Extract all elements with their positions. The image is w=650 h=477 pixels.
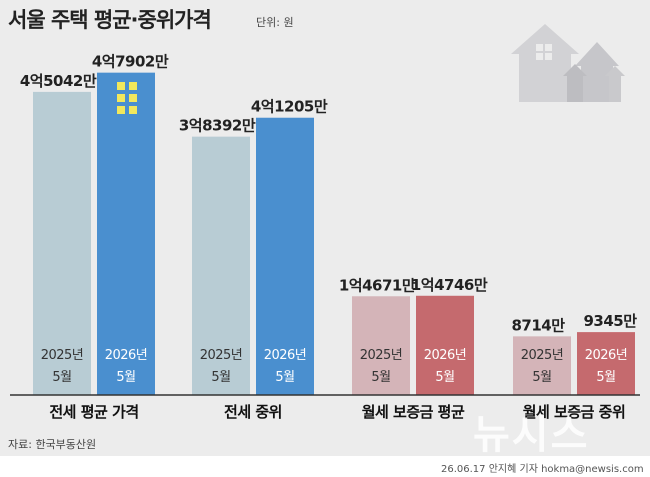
newsis-watermark: 뉴시스 (473, 412, 590, 458)
period-month-label: 5월 (532, 370, 551, 385)
value-label: 3억8392만 (179, 117, 256, 135)
period-year-label: 2026년 (424, 348, 467, 363)
bar-2-1 (192, 136, 250, 395)
window-square (129, 106, 137, 114)
value-label: 1억4746만 (411, 276, 488, 294)
category-label: 월세 보증금 평균 (362, 403, 465, 421)
footer-band (0, 456, 650, 477)
period-month-label: 5월 (596, 370, 615, 385)
category-label: 전세 평균 가격 (49, 403, 138, 421)
period-month-label: 5월 (116, 370, 135, 385)
period-year-label: 2026년 (585, 348, 628, 363)
bar-1-2 (97, 72, 155, 396)
value-label: 4억1205만 (251, 98, 328, 116)
byline: 26.06.17 안지혜 기자 hokma@newsis.com (441, 464, 644, 475)
value-label: 8714만 (511, 316, 565, 334)
source-note: 자료: 한국부동산원 (8, 438, 97, 451)
period-month-label: 5월 (52, 370, 71, 385)
bar-2-2 (256, 117, 314, 396)
period-year-label: 2025년 (360, 348, 403, 363)
bar-4-1 (513, 336, 571, 395)
window-square (117, 94, 125, 102)
period-year-label: 2026년 (264, 348, 307, 363)
bar-4-2 (577, 332, 635, 395)
category-label: 월세 보증금 중위 (523, 403, 626, 421)
bar-1-1 (33, 91, 91, 395)
value-label: 4억5042만 (20, 72, 97, 90)
window-square (129, 94, 137, 102)
category-label: 전세 중위 (224, 403, 282, 421)
unit-label: 단위: 원 (256, 16, 294, 29)
window-square (117, 106, 125, 114)
period-month-label: 5월 (211, 370, 230, 385)
period-month-label: 5월 (435, 370, 454, 385)
houses-icon (511, 24, 625, 102)
period-month-label: 5월 (275, 370, 294, 385)
bar-3-1 (352, 296, 410, 395)
chart-title: 서울 주택 평균·중위가격 (8, 8, 212, 32)
value-label: 9345만 (583, 312, 637, 330)
period-year-label: 2025년 (41, 348, 84, 363)
window-square (117, 82, 125, 90)
period-year-label: 2025년 (521, 348, 564, 363)
period-month-label: 5월 (371, 370, 390, 385)
window-square (129, 82, 137, 90)
value-label: 4억7902만 (92, 53, 169, 71)
period-year-label: 2025년 (200, 348, 243, 363)
value-label: 1억4671만 (339, 276, 416, 294)
bar-3-2 (416, 295, 474, 395)
period-year-label: 2026년 (105, 348, 148, 363)
